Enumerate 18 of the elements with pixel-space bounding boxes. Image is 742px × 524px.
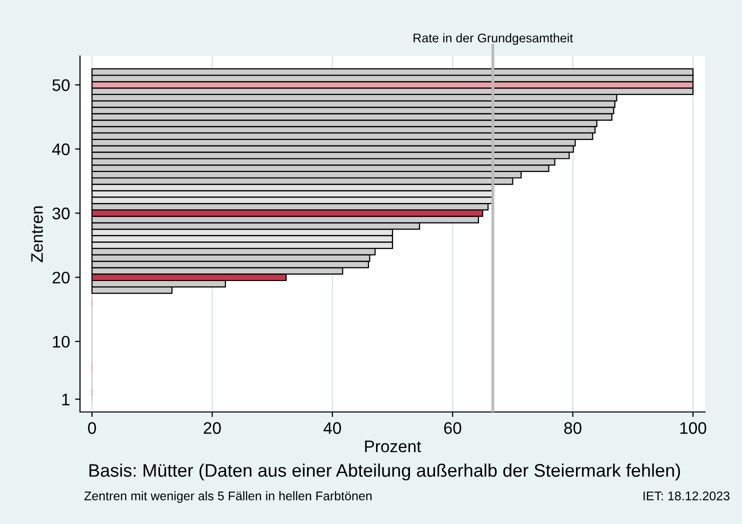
x-tick-label: 40 xyxy=(324,422,342,434)
text: Basis: Mütter (Daten aus einer Abteilung außerhalb der Steiermark fehlen) xyxy=(89,464,680,480)
ref-line-label: Rate in der Grundgesamtheit xyxy=(414,33,574,45)
x-tick-label: 60 xyxy=(444,422,462,434)
y-tick-label: 20 xyxy=(52,272,70,284)
x-tick-label: 100 xyxy=(680,422,706,434)
x-tick-label: 80 xyxy=(564,422,582,434)
y-tick-label: 30 xyxy=(52,208,70,220)
x-axis-title: Prozent xyxy=(365,440,422,452)
x-tick-label: 20 xyxy=(204,422,221,434)
text: IET: 18.12.2023 xyxy=(644,492,730,500)
x-tick-label: 0 xyxy=(88,422,96,434)
y-tick-label: 50 xyxy=(52,79,70,92)
y-axis-title: Zentren xyxy=(31,206,43,262)
text: Zentren mit weniger als 5 Fällen in hellen Farbtönen xyxy=(84,491,372,503)
y-tick-label: 10 xyxy=(53,336,70,348)
y-tick-label: 1 xyxy=(62,394,70,406)
y-tick-label: 40 xyxy=(52,143,70,156)
